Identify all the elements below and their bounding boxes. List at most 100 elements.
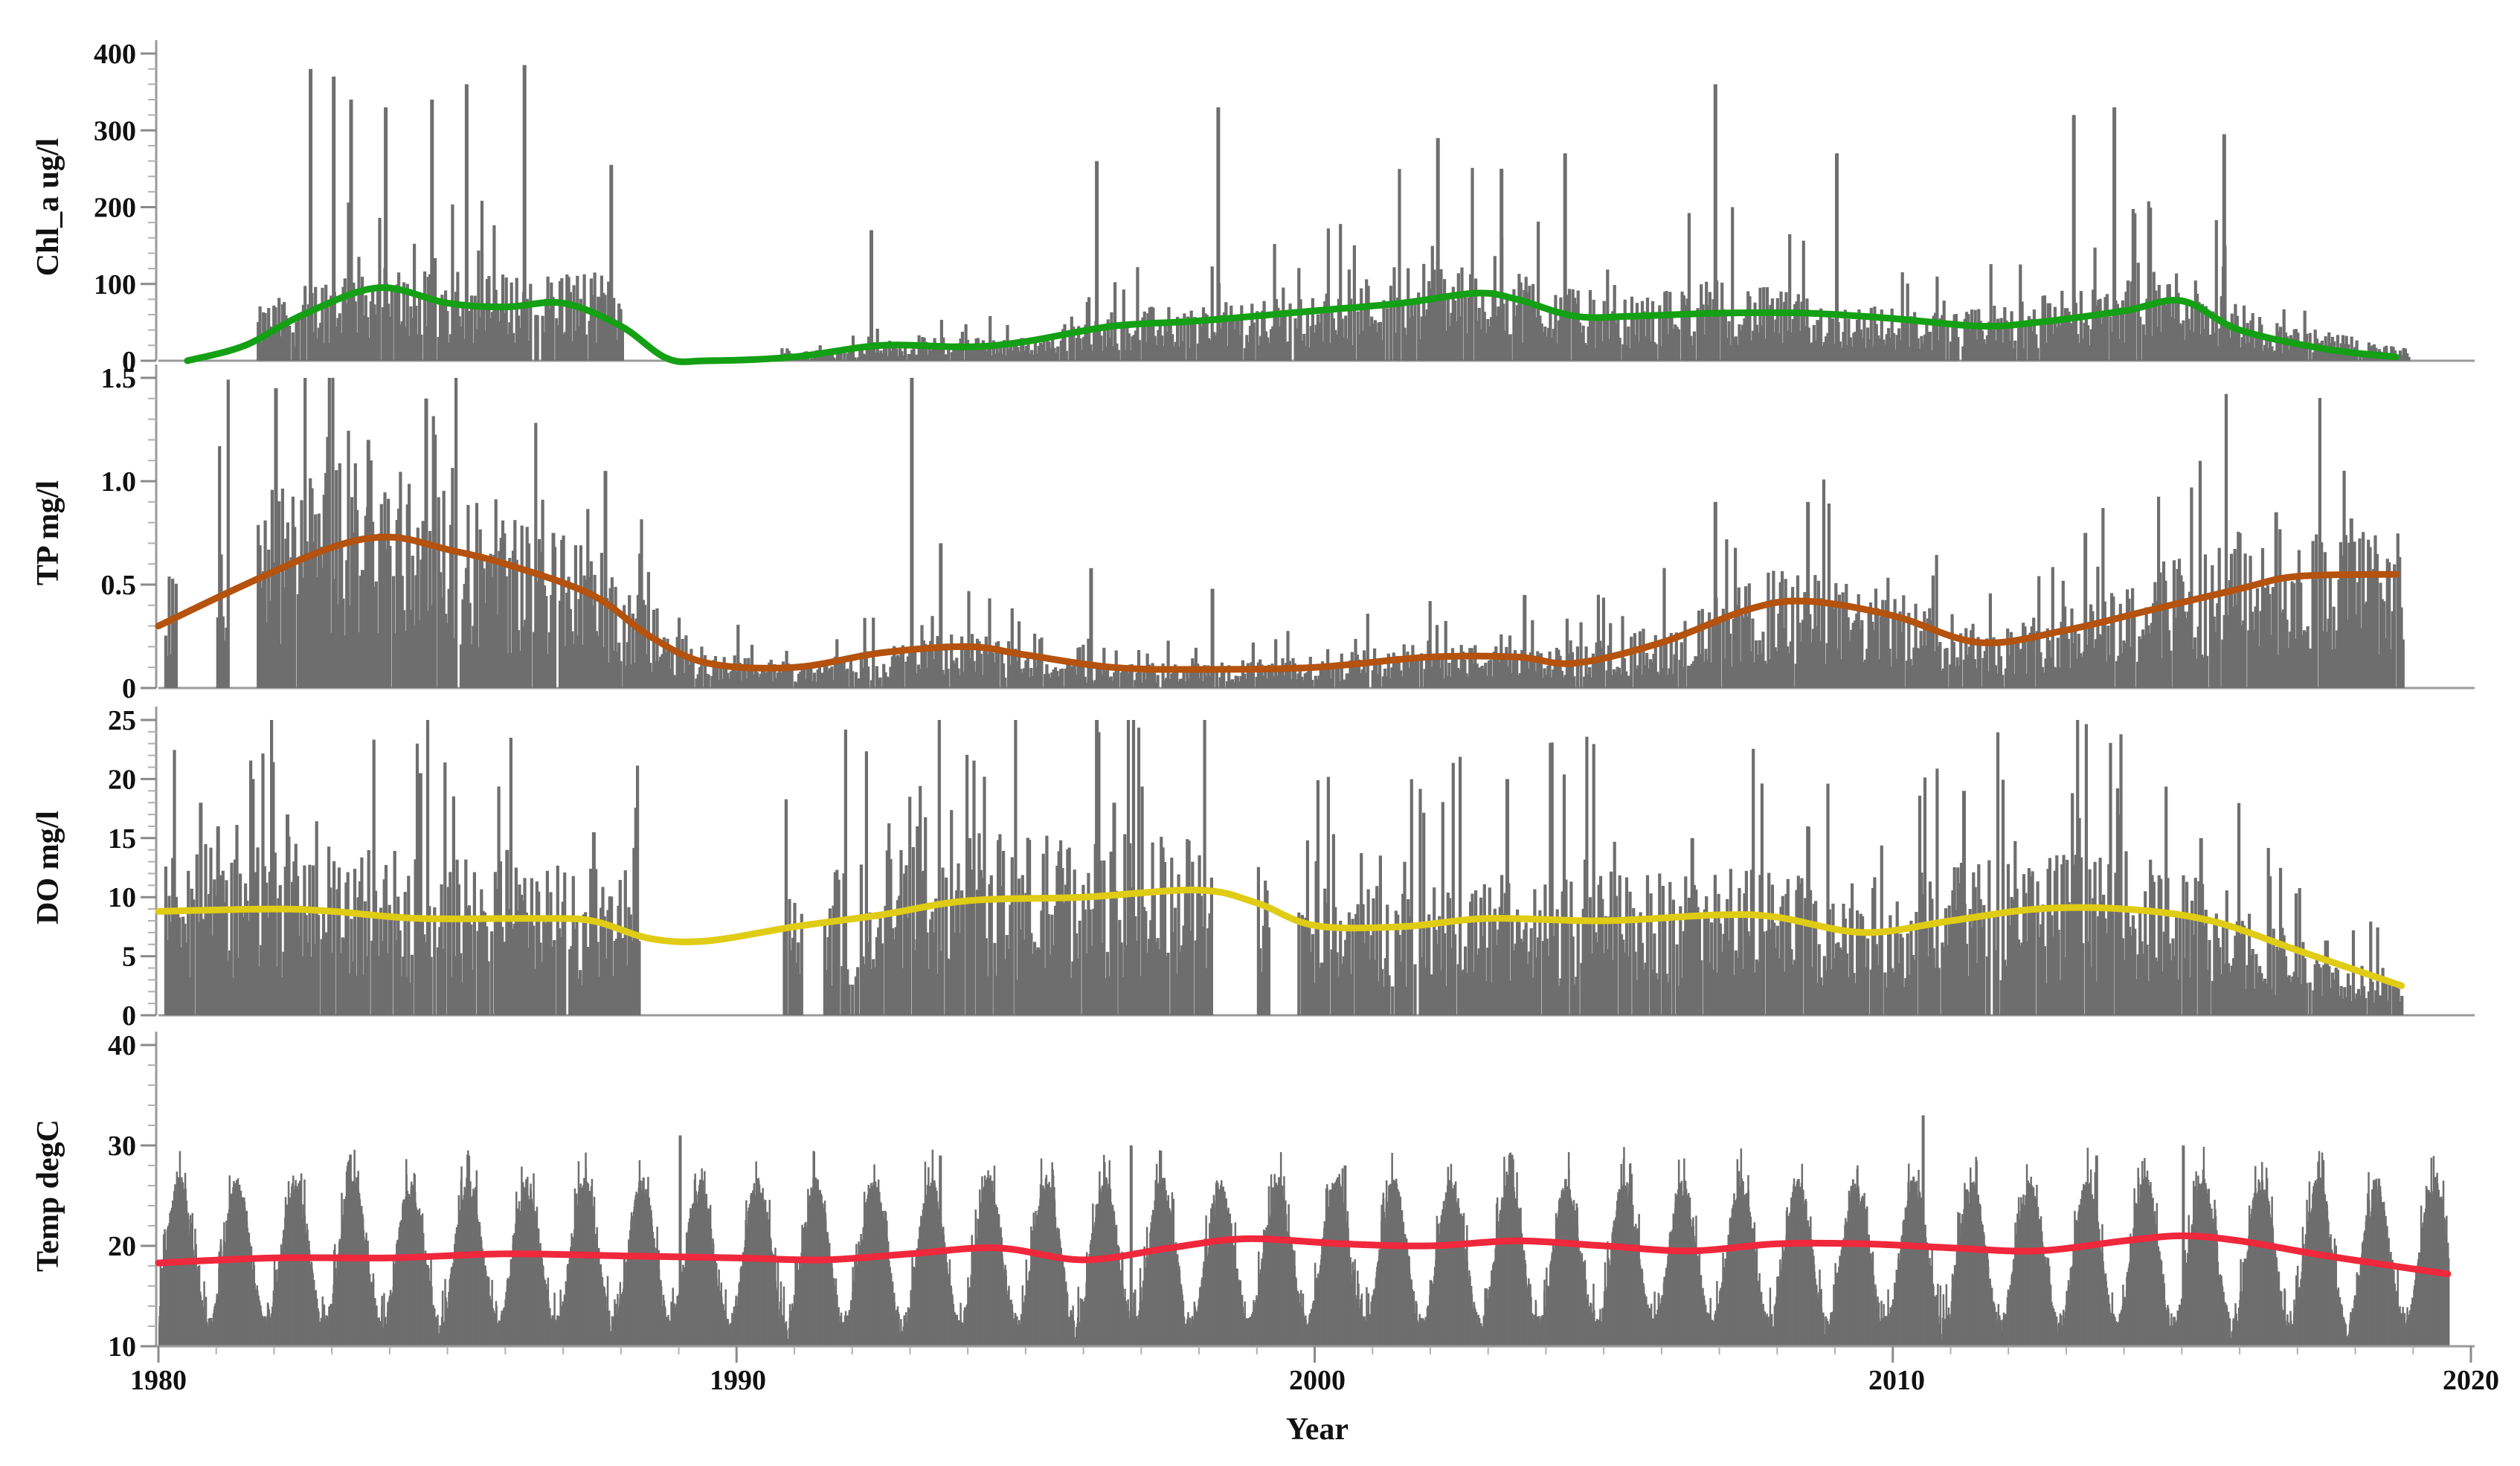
bar	[1883, 972, 1887, 1015]
bar	[544, 298, 548, 361]
bar	[2389, 649, 2393, 688]
bar	[911, 847, 915, 1015]
bar	[2400, 607, 2403, 688]
bar	[1451, 286, 1455, 361]
bar	[1429, 974, 1433, 1015]
bar	[1324, 665, 1328, 688]
bar	[1694, 656, 1697, 688]
bar	[1918, 348, 1922, 361]
bar	[265, 1321, 267, 1346]
bar	[1297, 912, 1301, 1015]
bar	[2205, 655, 2209, 688]
bar	[1130, 664, 1134, 688]
bar	[1131, 336, 1134, 361]
bar	[934, 649, 938, 688]
bar	[364, 295, 367, 361]
bar	[2294, 893, 2298, 1015]
bar	[1877, 335, 1880, 361]
bar	[1450, 948, 1453, 1015]
bar	[2214, 631, 2218, 688]
bar	[1455, 321, 1459, 361]
bar	[1204, 675, 1208, 688]
bar	[306, 304, 310, 361]
bar	[703, 655, 707, 688]
bar	[414, 859, 417, 1015]
bar	[1055, 671, 1059, 688]
bar	[352, 533, 356, 688]
bars-tp	[164, 378, 2405, 688]
bar	[983, 347, 987, 361]
bar	[872, 342, 876, 361]
bar-spike	[1210, 588, 1215, 688]
bar	[295, 321, 298, 361]
bar	[2062, 317, 2066, 361]
bar	[2011, 640, 2015, 688]
bar	[382, 879, 386, 1015]
bar	[896, 356, 900, 361]
bar	[2343, 987, 2347, 1015]
bar	[1140, 786, 1144, 1015]
bar	[2243, 925, 2246, 1015]
bar	[1491, 290, 1495, 361]
bar	[1479, 329, 1483, 361]
bar	[1597, 884, 1601, 1015]
bar	[764, 672, 768, 688]
bar	[1018, 878, 1021, 1015]
bar	[477, 647, 480, 688]
bar	[374, 315, 378, 361]
bar	[376, 289, 380, 361]
bar	[1949, 918, 1953, 1015]
bar	[1514, 943, 1517, 1015]
bar	[981, 878, 985, 1015]
bar	[2176, 569, 2179, 688]
bar	[2228, 337, 2232, 361]
bar	[1272, 676, 1276, 688]
bar	[1924, 645, 1928, 688]
bar	[402, 957, 405, 1015]
bar	[1113, 282, 1117, 361]
bar	[846, 969, 849, 1015]
bar	[174, 583, 178, 688]
bar	[1867, 608, 1871, 688]
bar	[1990, 330, 1995, 361]
bar	[1878, 338, 1882, 361]
bar	[965, 754, 969, 1015]
bar	[1528, 286, 1531, 361]
bar	[495, 309, 500, 361]
bar	[1895, 335, 1899, 361]
bar	[1532, 656, 1536, 688]
bar	[1890, 308, 1894, 361]
bar	[268, 871, 271, 1015]
bar	[478, 317, 482, 361]
bar	[1774, 319, 1778, 361]
bar	[1444, 986, 1448, 1015]
bar	[1619, 675, 1623, 688]
bar	[1090, 350, 1094, 361]
bar	[184, 942, 188, 1015]
bar	[1544, 675, 1548, 688]
bar	[1854, 331, 1857, 361]
bar	[1644, 336, 1648, 361]
bar	[1781, 343, 1784, 361]
bar	[1063, 324, 1067, 361]
bar	[2079, 291, 2083, 361]
bar	[1050, 914, 1054, 1015]
bar	[313, 944, 317, 1015]
bar	[1977, 864, 1981, 1015]
bar	[1026, 838, 1029, 1015]
bar	[1899, 340, 1903, 361]
bar	[951, 660, 955, 688]
bar	[2167, 943, 2171, 1015]
bar	[1863, 659, 1868, 688]
bar	[357, 257, 361, 361]
bar	[1512, 289, 1516, 361]
bar	[1946, 327, 1950, 361]
bar	[1497, 929, 1500, 1015]
bar	[520, 525, 524, 688]
bar	[1889, 338, 1892, 361]
bar	[1344, 939, 1348, 1015]
bar	[2003, 959, 2007, 1015]
bar	[821, 672, 825, 688]
bar	[1732, 619, 1735, 688]
bar	[1191, 861, 1195, 1015]
